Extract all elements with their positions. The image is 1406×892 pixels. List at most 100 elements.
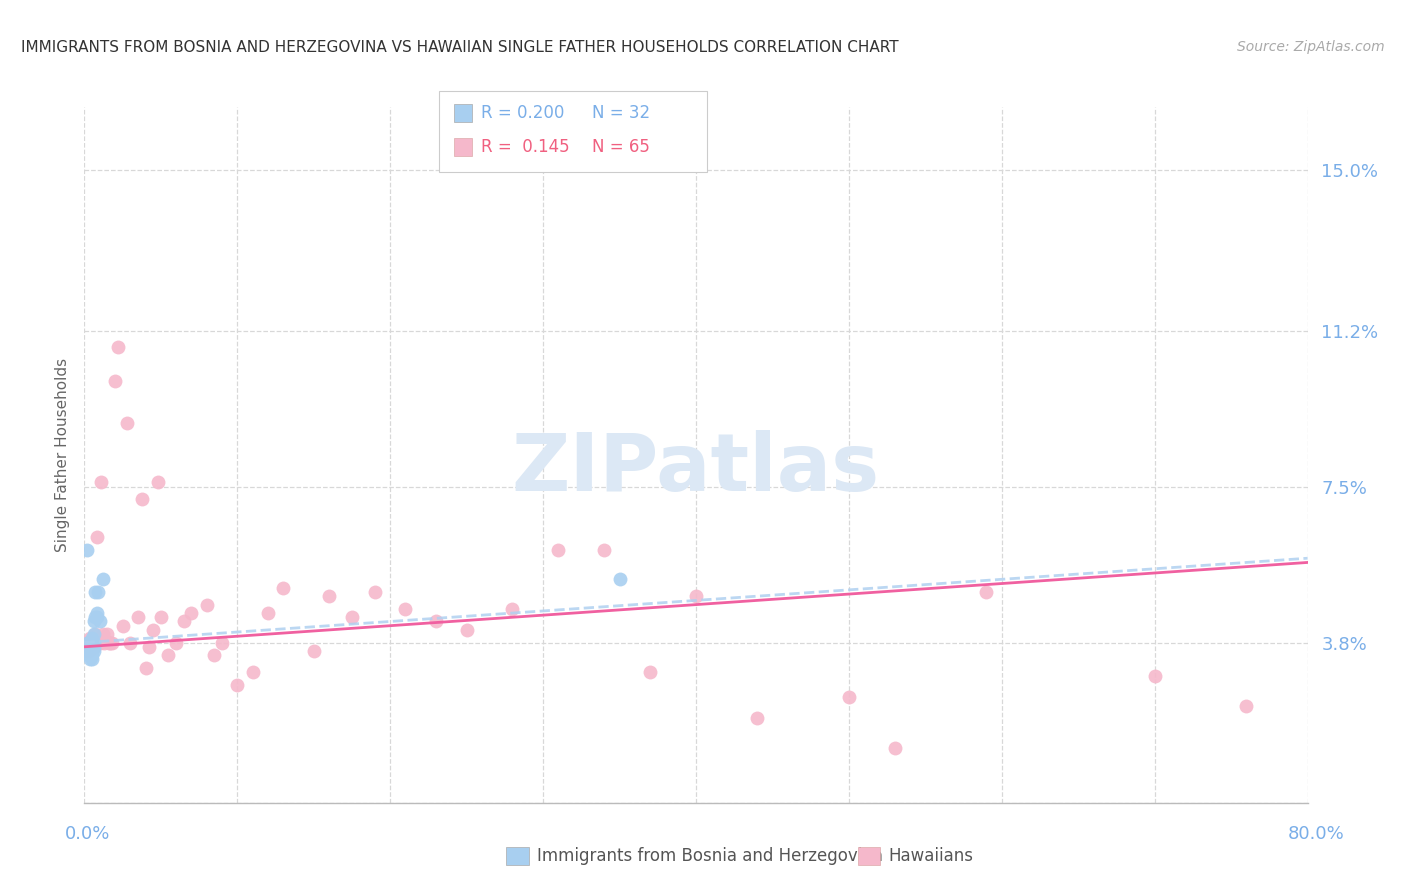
Point <box>1234 698 1257 713</box>
Point <box>101 635 124 649</box>
Point <box>104 374 127 388</box>
Point <box>84 585 107 599</box>
Text: Source: ZipAtlas.com: Source: ZipAtlas.com <box>1237 40 1385 54</box>
Point <box>80 632 103 646</box>
Text: 0.0%: 0.0% <box>65 825 110 843</box>
Point <box>75 635 97 649</box>
Point <box>79 640 101 654</box>
Point <box>79 640 101 654</box>
Text: R =  0.145: R = 0.145 <box>481 138 569 156</box>
Point <box>76 644 98 658</box>
Point <box>79 632 101 646</box>
Point <box>883 741 905 756</box>
Point <box>226 678 249 692</box>
Point <box>456 623 478 637</box>
Point <box>394 602 416 616</box>
Point <box>142 623 165 637</box>
Point <box>80 652 103 666</box>
Point <box>115 417 138 431</box>
Point <box>593 542 616 557</box>
Point <box>638 665 661 679</box>
Point <box>364 585 387 599</box>
Point <box>83 640 105 654</box>
Point <box>242 665 264 679</box>
Point <box>107 340 129 354</box>
Point <box>79 652 101 666</box>
Point <box>173 615 195 629</box>
Point <box>91 627 114 641</box>
Point <box>146 475 169 490</box>
Point <box>257 606 280 620</box>
Point <box>838 690 860 705</box>
Text: R = 0.200: R = 0.200 <box>481 104 564 122</box>
Point <box>83 644 105 658</box>
Point <box>97 635 120 649</box>
Point <box>165 635 187 649</box>
Point <box>149 610 172 624</box>
Point <box>86 610 108 624</box>
Point <box>75 640 97 654</box>
Point <box>609 572 631 586</box>
Point <box>83 635 105 649</box>
Point <box>77 635 100 649</box>
Point <box>127 610 149 624</box>
Point <box>80 648 103 663</box>
Point <box>86 530 108 544</box>
Text: IMMIGRANTS FROM BOSNIA AND HERZEGOVINA VS HAWAIIAN SINGLE FATHER HOUSEHOLDS CORR: IMMIGRANTS FROM BOSNIA AND HERZEGOVINA V… <box>21 40 898 55</box>
Point <box>80 635 103 649</box>
Point <box>1143 669 1166 683</box>
Point <box>83 640 105 654</box>
Point <box>91 572 114 586</box>
Point <box>98 635 121 649</box>
Y-axis label: Single Father Households: Single Father Households <box>55 358 70 552</box>
Point <box>135 661 157 675</box>
Text: N = 65: N = 65 <box>592 138 650 156</box>
Point <box>77 644 100 658</box>
Point <box>80 635 103 649</box>
Point <box>79 644 101 658</box>
Point <box>120 635 142 649</box>
Point <box>84 610 107 624</box>
Point <box>80 644 103 658</box>
Point <box>211 635 233 649</box>
Text: N = 32: N = 32 <box>592 104 650 122</box>
Point <box>79 640 101 654</box>
Point <box>202 648 225 663</box>
Point <box>84 635 107 649</box>
Point <box>76 542 98 557</box>
Point <box>83 632 105 646</box>
Text: Immigrants from Bosnia and Herzegovina: Immigrants from Bosnia and Herzegovina <box>537 847 883 865</box>
Point <box>976 585 998 599</box>
Point <box>93 635 115 649</box>
Point <box>96 627 118 641</box>
Point <box>195 598 218 612</box>
Point <box>76 640 98 654</box>
Point <box>77 648 100 663</box>
Point <box>425 615 447 629</box>
Point <box>87 585 110 599</box>
Text: ZIPatlas: ZIPatlas <box>512 430 880 508</box>
Point <box>79 648 101 663</box>
Point <box>80 640 103 654</box>
Point <box>90 475 112 490</box>
Point <box>547 542 569 557</box>
Point <box>86 606 108 620</box>
Point <box>87 635 110 649</box>
Point <box>340 610 363 624</box>
Point <box>318 589 340 603</box>
Point <box>502 602 524 616</box>
Point <box>80 640 103 654</box>
Point <box>77 640 100 654</box>
Point <box>76 635 98 649</box>
Point <box>77 644 100 658</box>
Point <box>747 711 769 725</box>
Text: 80.0%: 80.0% <box>1288 825 1344 843</box>
Point <box>89 615 111 629</box>
Point <box>685 589 707 603</box>
Point <box>79 635 101 649</box>
Point <box>83 627 105 641</box>
Point <box>79 644 101 658</box>
Point <box>89 635 111 649</box>
Point <box>271 581 294 595</box>
Point <box>180 606 202 620</box>
